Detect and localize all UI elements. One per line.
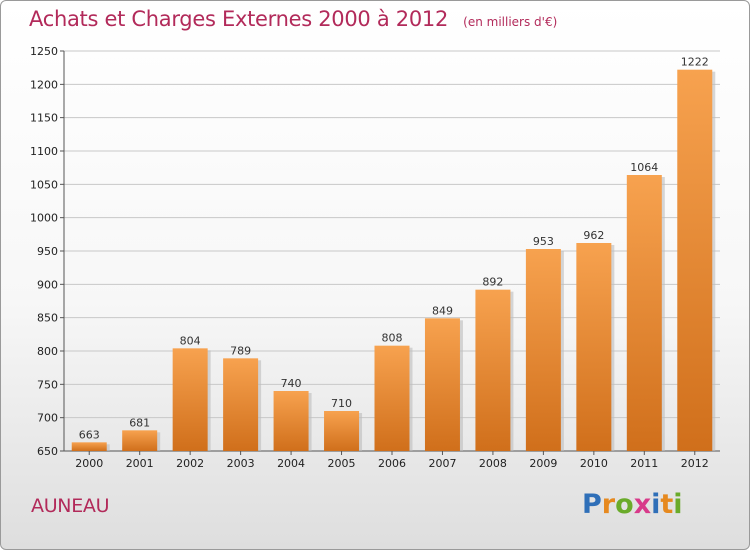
y-tick-label: 1200 bbox=[30, 78, 58, 91]
bar-2002 bbox=[172, 348, 208, 451]
y-tick-label: 850 bbox=[37, 312, 58, 325]
bar-2011 bbox=[626, 175, 662, 451]
x-tick-label: 2011 bbox=[630, 457, 658, 470]
y-tick-label: 1250 bbox=[30, 45, 58, 58]
bar-2001 bbox=[122, 430, 158, 451]
chart-subtitle: (en milliers d'€) bbox=[463, 15, 558, 29]
x-tick-label: 2000 bbox=[75, 457, 103, 470]
bar-2007 bbox=[424, 318, 460, 451]
y-tick-label: 1050 bbox=[30, 178, 58, 191]
bar-2000 bbox=[71, 442, 107, 451]
value-label-2009: 953 bbox=[533, 235, 554, 248]
x-tick-label: 2009 bbox=[529, 457, 557, 470]
y-tick-label: 700 bbox=[37, 412, 58, 425]
bar-2006 bbox=[374, 345, 410, 451]
logo-letter: x bbox=[633, 489, 652, 520]
bar-2009 bbox=[525, 249, 561, 451]
value-label-2003: 789 bbox=[230, 344, 251, 357]
value-label-2006: 808 bbox=[382, 332, 403, 345]
logo-letter: i bbox=[651, 489, 661, 520]
value-label-2005: 710 bbox=[331, 397, 352, 410]
x-tick-label: 2006 bbox=[378, 457, 406, 470]
value-label-2010: 962 bbox=[583, 229, 604, 242]
bar-2010 bbox=[576, 243, 612, 451]
chart-title: Achats et Charges Externes 2000 à 2012 bbox=[29, 7, 449, 31]
bar-2004 bbox=[273, 391, 309, 451]
logo-letter: t bbox=[660, 489, 674, 520]
logo-letter: P bbox=[582, 489, 602, 520]
x-tick-label: 2004 bbox=[277, 457, 305, 470]
y-tick-label: 1150 bbox=[30, 112, 58, 125]
value-label-2012: 1222 bbox=[681, 56, 709, 69]
city-name: AUNEAU bbox=[31, 495, 110, 517]
axes: 650 700 750 800 850 900 950 1000 1050 1100 1150 120… bbox=[30, 45, 720, 470]
value-label-2001: 681 bbox=[129, 416, 150, 429]
y-tick-label: 1000 bbox=[30, 212, 58, 225]
x-tick-label: 2012 bbox=[681, 457, 709, 470]
x-tick-label: 2007 bbox=[428, 457, 456, 470]
data-labels: 663 681 804 789 740 710 808 849 892 953 962 1064 122… bbox=[79, 56, 709, 442]
proxiti-logo[interactable]: Proxiti bbox=[582, 489, 683, 520]
value-label-2007: 849 bbox=[432, 304, 453, 317]
y-tick-label: 650 bbox=[37, 445, 58, 458]
y-tick-label: 900 bbox=[37, 278, 58, 291]
value-label-2002: 804 bbox=[180, 334, 201, 347]
y-tick-label: 750 bbox=[37, 378, 58, 391]
value-label-2011: 1064 bbox=[630, 161, 658, 174]
logo-letter: o bbox=[615, 489, 634, 520]
bar-2005 bbox=[324, 411, 360, 451]
bar-2003 bbox=[223, 358, 259, 451]
logo-letter: i bbox=[673, 489, 683, 520]
x-tick-label: 2008 bbox=[479, 457, 507, 470]
bars bbox=[71, 69, 716, 452]
x-tick-label: 2010 bbox=[580, 457, 608, 470]
title-row: Achats et Charges Externes 2000 à 2012 (… bbox=[29, 7, 557, 31]
logo-letter: r bbox=[601, 489, 616, 520]
value-label-2008: 892 bbox=[482, 276, 503, 289]
bar-2008 bbox=[475, 289, 511, 451]
y-tick-label: 800 bbox=[37, 345, 58, 358]
value-label-2000: 663 bbox=[79, 428, 100, 441]
x-tick-label: 2005 bbox=[328, 457, 356, 470]
value-label-2004: 740 bbox=[281, 377, 302, 390]
bar-2012 bbox=[677, 69, 713, 452]
x-tick-label: 2002 bbox=[176, 457, 204, 470]
x-tick-label: 2001 bbox=[126, 457, 154, 470]
y-tick-label: 950 bbox=[37, 245, 58, 258]
y-tick-label: 1100 bbox=[30, 145, 58, 158]
x-tick-label: 2003 bbox=[227, 457, 255, 470]
